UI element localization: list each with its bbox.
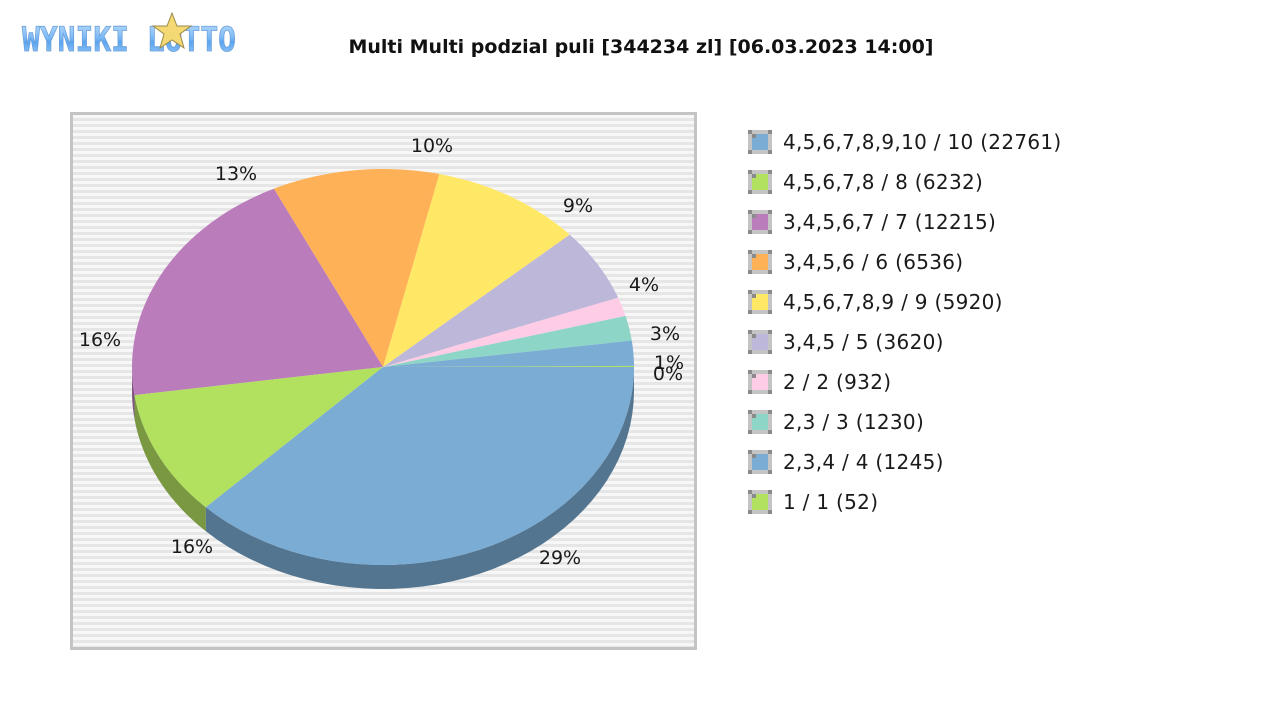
pie-slices — [132, 169, 634, 565]
legend-swatch — [748, 210, 772, 234]
pie-depth — [132, 367, 634, 589]
pie-chart: 0%1% 3% 4% 9% 10% 13% 16% 16% 29% — [70, 112, 697, 650]
legend-item: 4,5,6,7,8,9,10 / 10 (22761) — [748, 122, 1062, 162]
svg-text:WYNIKI LOTTO: WYNIKI LOTTO — [22, 20, 236, 58]
legend-swatch — [748, 490, 772, 514]
pie-chart-plot: 0% 1% 3% 4% 9% 10% 13% 16% 16% 29% — [70, 112, 697, 650]
legend-item: 1 / 1 (52) — [748, 482, 1062, 522]
legend-swatch — [748, 130, 772, 154]
legend-swatch — [748, 250, 772, 274]
pie-slice — [134, 367, 383, 508]
legend-item: 2,3 / 3 (1230) — [748, 402, 1062, 442]
slice-percent-label: 1% — [654, 352, 684, 374]
chart-title: Multi Multi podzial puli [344234 zl] [06… — [348, 36, 934, 58]
legend-item: 3,4,5 / 5 (3620) — [748, 322, 1062, 362]
legend-item: 4,5,6,7,8 / 8 (6232) — [748, 162, 1062, 202]
legend: 4,5,6,7,8,9,10 / 10 (22761) 4,5,6,7,8 / … — [748, 122, 1062, 522]
legend-item: 3,4,5,6,7 / 7 (12215) — [748, 202, 1062, 242]
pie-slice — [383, 174, 570, 367]
pie-slice — [132, 188, 383, 396]
slice-percent-label: 9% — [563, 195, 593, 217]
legend-swatch — [748, 330, 772, 354]
slice-percent-label: 10% — [411, 135, 453, 157]
pie-slice — [273, 169, 440, 367]
legend-swatch — [748, 450, 772, 474]
legend-swatch — [748, 290, 772, 314]
legend-item: 3,4,5,6 / 6 (6536) — [748, 242, 1062, 282]
pie-slice — [383, 297, 626, 367]
slice-percent-label: 16% — [171, 536, 213, 558]
slice-percent-label: 3% — [650, 323, 680, 345]
slice-percent-label: 4% — [629, 274, 659, 296]
pie-slice — [205, 367, 634, 565]
slice-percent-label: 16% — [79, 329, 121, 351]
slice-percent-label: 29% — [539, 547, 581, 569]
pie-slice — [383, 234, 619, 367]
legend-item: 2 / 2 (932) — [748, 362, 1062, 402]
legend-swatch — [748, 410, 772, 434]
logo-graphic: WYNIKI LOTTO — [22, 11, 236, 60]
legend-item: 4,5,6,7,8,9 / 9 (5920) — [748, 282, 1062, 322]
legend-swatch — [748, 370, 772, 394]
slice-percent-label: 13% — [215, 163, 257, 185]
pie-labels: 0%1% 3% 4% 9% 10% 13% 16% 16% 29% — [79, 135, 684, 569]
slice-percent-label: 0% — [653, 363, 683, 385]
legend-item: 2,3,4 / 4 (1245) — [748, 442, 1062, 482]
pie-slice — [383, 315, 632, 367]
pie-slice — [383, 340, 634, 367]
legend-swatch — [748, 170, 772, 194]
wyniki-lotto-logo: WYNIKI LOTTO — [20, 11, 242, 60]
